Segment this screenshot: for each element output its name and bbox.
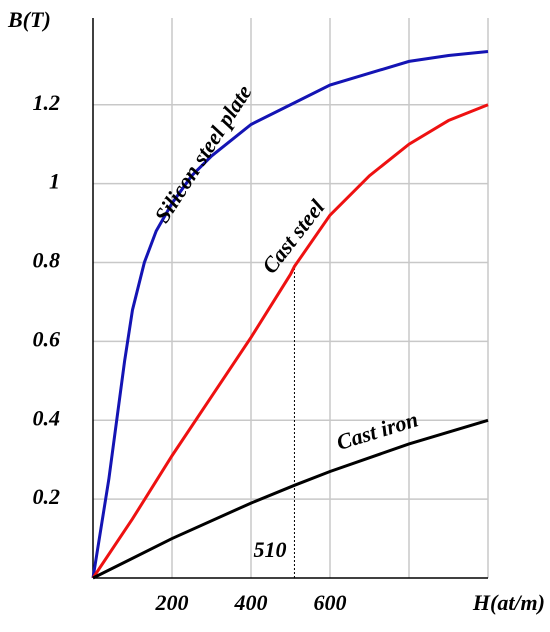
x-axis-label: H(at/m) (472, 590, 545, 615)
y-tick-label: 1 (49, 169, 60, 194)
y-tick-label: 0.2 (33, 484, 61, 509)
series-label: Silicon steel plate (149, 80, 257, 227)
y-tick-label: 0.8 (33, 248, 61, 273)
line (91, 50, 489, 579)
series-label: Cast iron (334, 406, 421, 454)
x-tick-label: 400 (234, 590, 268, 615)
line (92, 418, 489, 580)
y-axis-label: B(T) (7, 7, 51, 32)
x-tick-label: 200 (155, 590, 189, 615)
y-tick-label: 0.4 (33, 405, 61, 430)
line (91, 103, 489, 579)
x-tick-label: 600 (314, 590, 347, 615)
y-tick-label: 1.2 (33, 90, 61, 115)
y-tick-label: 0.6 (33, 326, 61, 351)
annotation-label: 510 (253, 537, 286, 562)
